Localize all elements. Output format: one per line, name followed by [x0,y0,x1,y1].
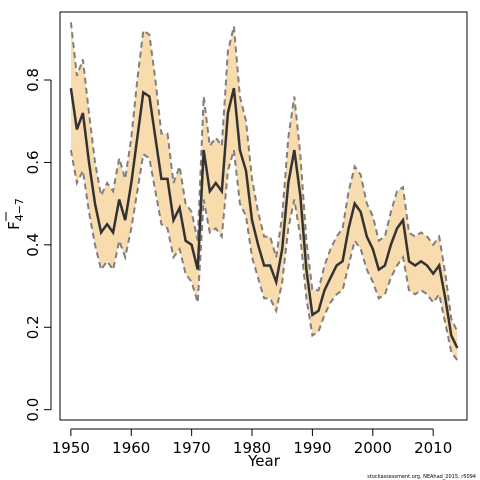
x-tick-label: 2000 [354,439,392,457]
y-tick-label: 0.8 [24,68,42,92]
x-tick-label: 1960 [112,439,150,457]
x-axis: 1950 1960 1970 1980 1990 2000 2010 [52,428,452,457]
x-tick-label: 1950 [52,439,90,457]
plot-frame [59,11,468,421]
y-axis-title-main: F [5,221,23,230]
y-axis-title-sub: 4−7 [13,198,26,221]
x-tick-label: 1980 [233,439,271,457]
y-tick-label: 0.4 [24,233,42,257]
estimate-line [69,87,459,349]
upper-bound-line [69,22,459,332]
x-axis-title: Year [247,452,281,470]
lower-bound-line [69,149,459,361]
x-tick-label: 1970 [173,439,211,457]
confidence-band [70,22,458,361]
x-tick-label: 1990 [293,439,331,457]
y-tick-label: 0.6 [24,150,42,174]
y-axis-title: F4−7 [5,198,26,230]
y-tick-label: 0.0 [24,398,42,422]
y-tick-label: 0.2 [24,315,42,339]
x-tick-label: 2010 [414,439,452,457]
svg-text:F4−7: F4−7 [5,198,26,230]
footnote: stockassessment.org, NEAhad_2015, r5094 [367,474,476,480]
y-axis: 0.0 0.2 0.4 0.6 0.8 [24,68,52,422]
